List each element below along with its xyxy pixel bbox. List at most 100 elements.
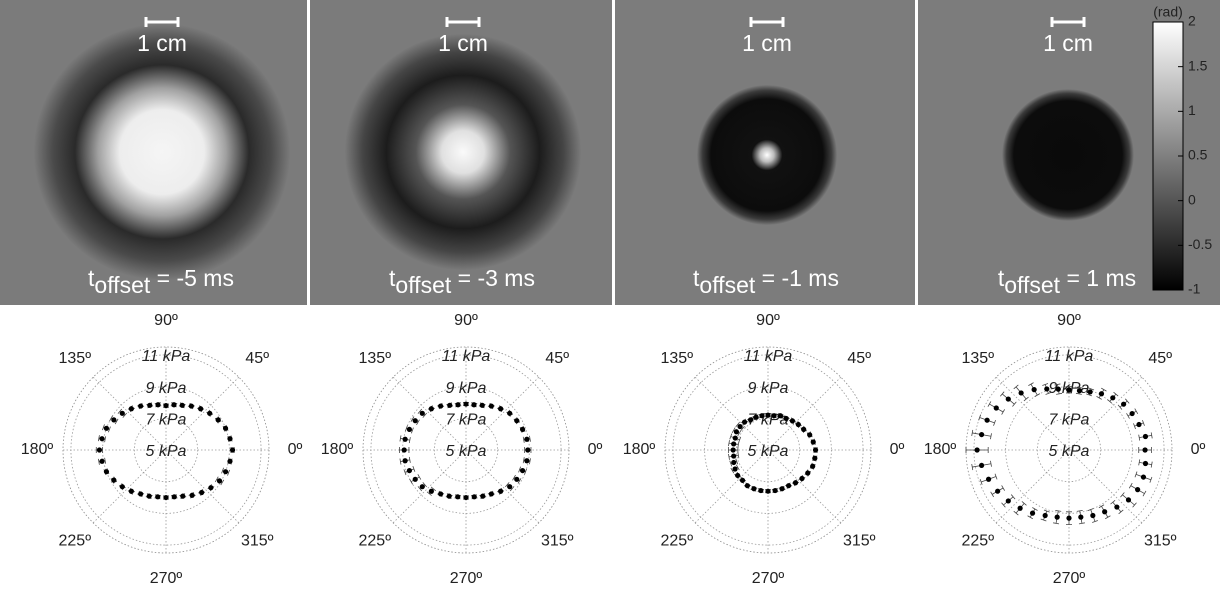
data-point bbox=[979, 462, 985, 469]
data-point bbox=[1136, 421, 1142, 428]
data-point bbox=[96, 447, 103, 453]
data-point bbox=[189, 492, 195, 498]
r-grid-ring bbox=[1036, 417, 1102, 483]
theta-tick-label: 225º bbox=[661, 532, 694, 549]
data-point bbox=[1054, 514, 1060, 520]
theta-tick-label: 225º bbox=[359, 532, 392, 549]
data-point bbox=[758, 487, 764, 494]
data-point bbox=[479, 402, 485, 408]
data-point bbox=[406, 426, 413, 433]
offset-sub: offset bbox=[1004, 272, 1060, 298]
data-point bbox=[1114, 504, 1120, 510]
data-point bbox=[735, 472, 741, 479]
data-point bbox=[1066, 387, 1072, 393]
data-point bbox=[741, 419, 748, 425]
offset-label: toffset = -3 ms bbox=[389, 265, 535, 298]
r-tick-label: 7 kPa bbox=[146, 412, 187, 429]
data-point bbox=[171, 494, 177, 500]
r-tick-label: 9 kPa bbox=[748, 380, 789, 397]
r-tick-label: 5 kPa bbox=[1049, 443, 1090, 460]
theta-tick-label: 225º bbox=[962, 532, 995, 549]
data-point bbox=[801, 426, 807, 432]
theta-tick-label: 135º bbox=[962, 350, 995, 367]
data-point bbox=[446, 493, 452, 499]
data-point bbox=[1102, 509, 1108, 515]
colorbar-tick-label: 2 bbox=[1188, 13, 1196, 29]
offset-base: t bbox=[998, 265, 1005, 291]
data-point bbox=[412, 476, 418, 482]
data-point bbox=[1076, 388, 1083, 394]
data-point bbox=[1066, 515, 1072, 521]
data-point bbox=[1142, 447, 1148, 453]
data-point bbox=[525, 447, 531, 453]
data-point bbox=[810, 463, 816, 469]
data-point bbox=[731, 459, 737, 466]
r-grid-ring bbox=[704, 386, 832, 514]
r-tick-label: 7 kPa bbox=[1049, 412, 1090, 429]
data-point bbox=[1087, 389, 1093, 395]
offset-sub: offset bbox=[699, 272, 755, 298]
theta-tick-label: 180º bbox=[924, 441, 957, 458]
data-point bbox=[147, 402, 153, 408]
data-point bbox=[227, 436, 233, 442]
data-point bbox=[1140, 474, 1147, 480]
data-point bbox=[208, 485, 214, 491]
theta-tick-label: 135º bbox=[59, 350, 92, 367]
theta-tick-label: 270º bbox=[450, 570, 483, 587]
data-point bbox=[1029, 510, 1036, 516]
r-grid-ring bbox=[370, 354, 562, 546]
data-point bbox=[744, 483, 751, 489]
scale-bar-label: 1 cm bbox=[137, 30, 187, 56]
data-point bbox=[438, 403, 444, 409]
colorbar-tick-label: -0.5 bbox=[1188, 236, 1212, 252]
data-point bbox=[447, 402, 453, 408]
data-point bbox=[799, 475, 805, 482]
data-point bbox=[739, 477, 746, 483]
r-tick-label: 9 kPa bbox=[446, 380, 487, 397]
r-grid-ring bbox=[133, 417, 199, 483]
data-point bbox=[1017, 505, 1023, 511]
data-point bbox=[188, 403, 194, 409]
phase-blob bbox=[1002, 89, 1134, 221]
theta-tick-label: 270º bbox=[1053, 570, 1086, 587]
theta-tick-label: 90º bbox=[154, 312, 178, 329]
theta-tick-label: 0º bbox=[1191, 441, 1206, 458]
data-point bbox=[786, 483, 792, 489]
data-point bbox=[103, 469, 110, 475]
data-point bbox=[163, 494, 169, 501]
data-point bbox=[1135, 487, 1141, 493]
data-point bbox=[412, 418, 418, 424]
r-tick-label: 7 kPa bbox=[446, 412, 487, 429]
data-point bbox=[498, 488, 504, 494]
data-point bbox=[1121, 401, 1127, 407]
data-point bbox=[111, 417, 117, 423]
data-point bbox=[747, 417, 754, 423]
phase-blob bbox=[345, 34, 581, 270]
theta-tick-label: 90º bbox=[1057, 312, 1081, 329]
data-point bbox=[1031, 387, 1037, 393]
data-point bbox=[1042, 512, 1048, 519]
data-point bbox=[119, 484, 125, 490]
theta-tick-label: 0º bbox=[588, 441, 603, 458]
data-point bbox=[792, 480, 799, 486]
offset-sub: offset bbox=[94, 272, 150, 298]
theta-tick-label: 135º bbox=[359, 350, 392, 367]
data-point bbox=[771, 413, 777, 419]
data-point bbox=[406, 467, 413, 474]
data-point bbox=[1055, 386, 1061, 392]
theta-grid-line bbox=[767, 449, 842, 524]
r-tick-label: 11 kPa bbox=[1045, 348, 1094, 365]
colorbar-tick-label: 1.5 bbox=[1188, 57, 1208, 73]
data-point bbox=[138, 491, 144, 497]
colorbar-unit: (rad) bbox=[1153, 4, 1183, 20]
data-point bbox=[463, 494, 469, 501]
data-point bbox=[428, 488, 434, 494]
data-point bbox=[180, 493, 186, 499]
offset-rest: = -3 ms bbox=[451, 265, 535, 291]
data-point bbox=[1044, 386, 1050, 392]
offset-label: toffset = 1 ms bbox=[998, 265, 1136, 298]
data-point bbox=[1005, 396, 1011, 402]
